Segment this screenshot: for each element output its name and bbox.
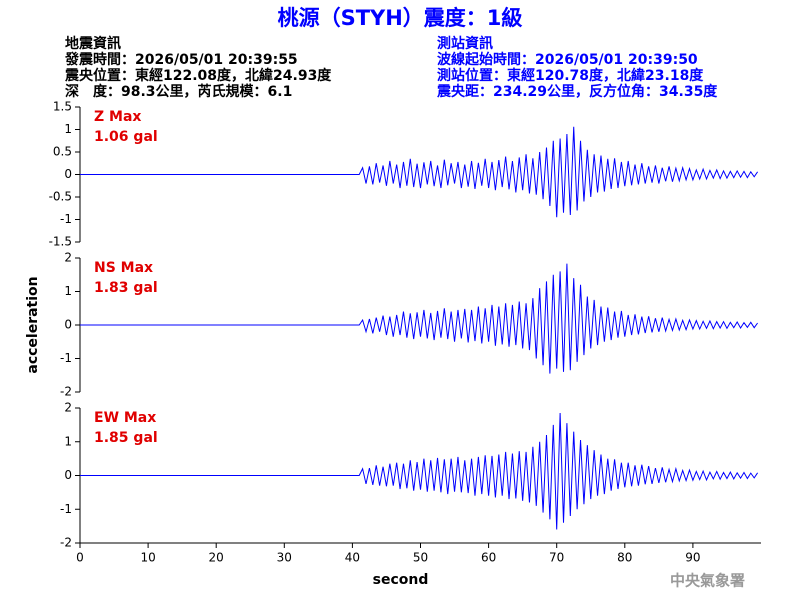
title: 桃源（STYH）震度：1級 [278,6,523,30]
y-tick-label: 0 [64,167,72,181]
info-line: 地震資訊 [65,35,121,52]
y-tick-label: 1.5 [53,100,72,114]
y-tick-label: 1 [64,122,72,136]
x-tick-label: 20 [209,551,224,565]
max-label: Z Max [94,109,141,125]
info-line: 波線起始時間：2026/05/01 20:39:50 [437,51,698,68]
y-tick-label: -1.5 [49,235,72,249]
info-line: 測站資訊 [437,35,493,52]
y-tick-label: 0.5 [53,145,72,159]
info-line: 震央距：234.29公里，反方位角：34.35度 [436,83,718,100]
y-tick-label: -2 [60,385,72,399]
info-line: 測站位置：東經120.78度，北緯23.18度 [437,67,704,84]
max-label: 1.06 gal [94,129,158,145]
info-line: 深 度：98.3公里，芮氏規模：6.1 [65,83,292,100]
x-tick-label: 0 [76,551,84,565]
y-tick-label: -1 [60,351,72,365]
x-tick-label: 40 [345,551,360,565]
x-tick-label: 90 [685,551,700,565]
y-tick-label: -1 [60,502,72,516]
y-tick-label: 0 [64,318,72,332]
max-label: 1.85 gal [94,430,158,446]
max-label: EW Max [94,410,156,426]
x-tick-label: 60 [481,551,496,565]
y-tick-label: 0 [64,468,72,482]
y-tick-label: -2 [60,536,72,550]
footer: 中央氣象署 [670,572,745,590]
y-tick-label: -1 [60,212,72,226]
max-label: 1.83 gal [94,280,158,296]
x-tick-label: 50 [413,551,428,565]
waveform [80,263,759,374]
y-tick-label: -0.5 [49,190,72,204]
x-tick-label: 30 [277,551,292,565]
y-tick-label: 2 [64,401,72,415]
y-tick-label: 2 [64,251,72,265]
info-line: 震央位置：東經122.08度，北緯24.93度 [64,67,332,84]
x-tick-label: 70 [549,551,564,565]
x-tick-label: 10 [140,551,155,565]
y-axis-label: acceleration [25,276,41,373]
waveform [80,413,759,530]
x-tick-label: 80 [617,551,632,565]
info-line: 發震時間：2026/05/01 20:39:55 [64,51,298,68]
y-tick-label: 1 [64,284,72,298]
waveform [80,126,759,218]
x-axis-label: second [373,572,429,588]
y-tick-label: 1 [64,434,72,448]
max-label: NS Max [94,260,153,276]
